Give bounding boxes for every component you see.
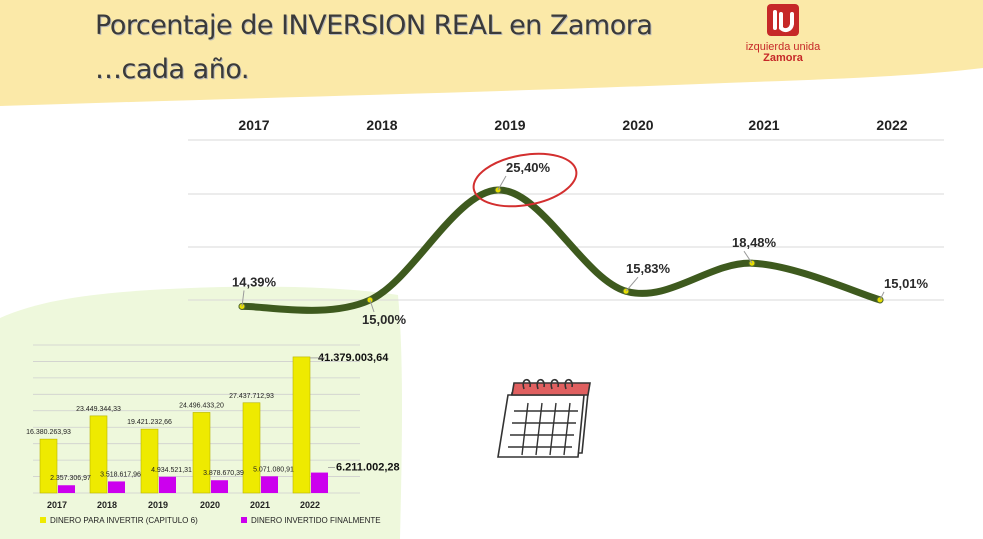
calendar-icon [497,378,591,458]
main-data-label-2017: 14,39% [232,274,277,289]
main-x-axis: 2017 2018 2019 2020 2021 2022 [238,117,907,133]
inset-bar-invest-2021 [242,402,261,494]
main-data-label-2020: 15,83% [626,261,671,276]
inset-bar-spent-2019 [159,476,176,493]
inset-bar-spent-2018 [108,481,125,493]
inset-label-spent-2021: 5.071.080,91 [253,466,294,473]
banner-shape [0,0,983,106]
main-x-label-2022: 2022 [876,117,907,133]
main-series-line [238,186,884,314]
main-x-label-2020: 2020 [622,117,653,133]
legend-label-spent: DINERO INVERTIDO FINALMENTE [251,516,381,525]
main-leader-2017 [241,290,245,307]
highlight-circle [472,152,578,208]
inset-label-invest-2017: 16.380.263,93 [26,429,71,436]
inset-label-spent-2022: 6.211.002,28 [336,462,400,474]
inset-legend: DINERO PARA INVERTIR (CAPITULO 6) DINERO … [40,516,381,525]
inset-x-label-2017: 2017 [47,500,67,510]
inset-bar-invest-2022 [292,356,311,494]
main-grid [188,139,944,301]
inset-bars [39,356,328,494]
page-title: Porcentaje de INVERSION REAL en Zamora [95,10,653,41]
legend-swatch-invest [40,517,46,523]
inset-bar-spent-2017 [58,485,75,493]
page-subtitle: …cada año. [95,54,249,85]
inset-x-label-2021: 2021 [250,500,270,510]
legend-label-invest: DINERO PARA INVERTIR (CAPITULO 6) [50,516,198,525]
main-data-label-2018: 15,00% [362,312,407,327]
main-data-label-2022: 15,01% [884,276,929,291]
title-banner [0,0,983,106]
inset-bar-spent-2020 [211,480,228,493]
highlight [472,152,578,208]
inset-label-invest-2018: 23.449.344,33 [76,406,121,413]
main-data-label-2021: 18,48% [732,235,777,250]
inset-label-invest-2020: 24.496.433,20 [179,402,224,409]
inset-label-invest-2019: 19.421.232,66 [127,419,172,426]
main-x-label-2021: 2021 [748,117,779,133]
inset-label-spent-2019: 4.934.521,31 [151,467,192,474]
main-data-labels: 14,39% 15,00% 25,40% 15,83% 18,48% 15,01% [232,160,929,327]
main-data-label-2019: 25,40% [506,160,551,175]
main-x-label-2017: 2017 [238,117,269,133]
inset-bar-spent-2022 [311,472,328,493]
inset-bar-spent-2021 [261,476,278,493]
main-leader-2022 [879,291,885,301]
inset-label-spent-2020: 3.878.670,39 [203,470,244,477]
inset-bar-invest-2020 [192,412,211,494]
logo-city: Zamora [763,52,803,64]
legend-swatch-spent [241,517,247,523]
main-leader-2019 [497,175,507,191]
inset-label-spent-2018: 3.518.617,96 [100,471,141,478]
inset-x-label-2018: 2018 [97,500,117,510]
main-x-label-2019: 2019 [494,117,525,133]
logo-mark-icon [767,4,799,36]
inset-bar-invest-2019 [140,428,159,494]
main-series [238,186,884,314]
main-leader-2021 [743,250,753,264]
logo-name: izquierda unida [745,41,821,53]
inset-label-invest-2021: 27.437.712,93 [229,393,274,400]
main-x-label-2018: 2018 [366,117,397,133]
logo: izquierda unida Zamora [733,2,833,64]
inset-data-labels: 16.380.263,93 2.357.306,97 23.449.344,33 3.… [26,352,400,482]
inset-x-label-2019: 2019 [148,500,168,510]
main-leader-2018 [369,299,375,313]
inset-bar-invest-2018 [89,415,108,494]
inset-x-label-2022: 2022 [300,500,320,510]
main-leader-2020 [625,276,639,292]
inset-label-spent-2017: 2.357.306,97 [50,475,91,482]
inset-x-label-2020: 2020 [200,500,220,510]
inset-label-invest-2022: 41.379.003,64 [318,352,389,364]
inset-x-axis: 2017 2018 2019 2020 2021 2022 [47,500,320,510]
inset-bar-invest-2017 [39,438,58,494]
